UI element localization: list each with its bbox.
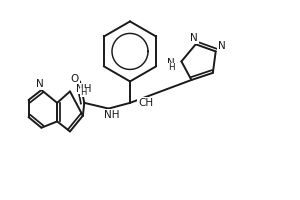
Text: N: N	[218, 41, 225, 51]
Text: N: N	[36, 79, 44, 89]
Text: H: H	[80, 88, 87, 97]
Text: CH: CH	[138, 98, 153, 108]
Text: N: N	[167, 58, 175, 68]
Text: O: O	[71, 74, 79, 84]
Text: NH: NH	[104, 110, 119, 120]
Text: H: H	[169, 63, 175, 72]
Text: N: N	[190, 33, 198, 43]
Text: NH: NH	[76, 84, 92, 94]
